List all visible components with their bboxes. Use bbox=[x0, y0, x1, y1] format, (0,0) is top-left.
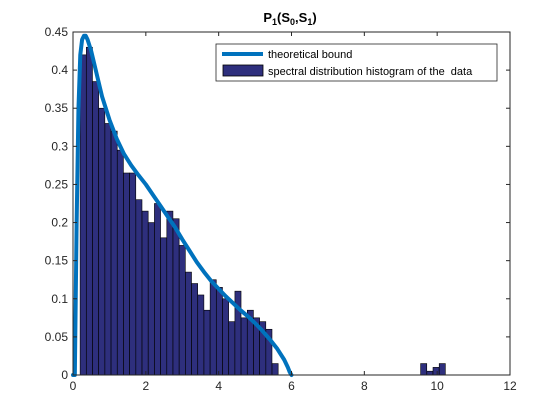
x-tick-label: 10 bbox=[430, 379, 444, 393]
histogram-bar bbox=[172, 218, 180, 376]
legend-label-histogram: spectral distribution histogram of the d… bbox=[268, 66, 473, 78]
chart-title: P1(S0,S1) bbox=[263, 10, 316, 27]
legend-label-bound: theoretical bound bbox=[268, 49, 352, 61]
y-tick-label: 0.35 bbox=[45, 101, 69, 115]
histogram-bar bbox=[432, 367, 440, 376]
histogram-bar bbox=[438, 363, 446, 376]
legend-bar-swatch bbox=[222, 64, 264, 77]
histogram-bar bbox=[141, 210, 149, 376]
histogram-bar bbox=[116, 149, 124, 376]
histogram-bar bbox=[160, 237, 168, 376]
histogram-bar bbox=[185, 271, 192, 376]
histogram-bar bbox=[426, 370, 434, 376]
x-axis-ticks: 0 2 4 6 8 10 12 bbox=[70, 32, 517, 393]
histogram-bar bbox=[110, 130, 118, 376]
histogram-bar bbox=[216, 287, 223, 376]
title-sub1: 1 bbox=[307, 17, 312, 27]
histogram-bar bbox=[123, 172, 130, 376]
histogram-bar bbox=[147, 222, 155, 376]
x-tick-label: 6 bbox=[288, 379, 295, 393]
y-tick-label: 0.3 bbox=[51, 139, 68, 153]
bound-line-layer bbox=[71, 33, 294, 377]
histogram-bars bbox=[79, 46, 446, 376]
title-close: ) bbox=[312, 10, 316, 25]
histogram-bar bbox=[98, 107, 106, 376]
histogram-bar bbox=[209, 279, 217, 376]
y-tick-label: 0 bbox=[61, 368, 68, 382]
histogram-bar bbox=[197, 294, 205, 376]
x-tick-label: 0 bbox=[70, 379, 77, 393]
y-tick-label: 0.25 bbox=[45, 177, 69, 191]
histogram-bar bbox=[228, 321, 236, 376]
histogram-bar bbox=[271, 363, 279, 376]
histogram-bar bbox=[104, 123, 112, 376]
y-tick-label: 0.15 bbox=[45, 254, 69, 268]
histogram-bar bbox=[86, 46, 93, 376]
histogram-bar bbox=[191, 283, 198, 376]
histogram-bar bbox=[154, 203, 161, 376]
histogram-bar bbox=[240, 317, 248, 376]
title-comma: ,S bbox=[295, 10, 308, 25]
y-axis-ticks: 0 0.05 0.1 0.15 0.2 0.25 0.3 0.35 0.4 0.45 bbox=[45, 25, 510, 382]
histogram-bar bbox=[135, 199, 143, 376]
title-open: (S bbox=[277, 10, 290, 25]
y-tick-label: 0.2 bbox=[51, 216, 68, 230]
histogram-bar bbox=[79, 54, 87, 376]
theoretical-bound-line bbox=[71, 33, 294, 377]
x-tick-label: 12 bbox=[503, 379, 517, 393]
y-tick-label: 0.1 bbox=[51, 292, 68, 306]
histogram-bar bbox=[178, 245, 186, 376]
y-tick-label: 0.45 bbox=[45, 25, 69, 39]
title-base-sub: 1 bbox=[272, 17, 277, 27]
title-sub0: 0 bbox=[290, 17, 295, 27]
histogram-bar bbox=[129, 172, 137, 376]
histogram-bar bbox=[420, 363, 428, 376]
title-base: P bbox=[263, 10, 272, 25]
histogram-bar bbox=[166, 210, 174, 376]
histogram-bar bbox=[92, 81, 99, 376]
histogram-bar bbox=[203, 309, 211, 376]
histogram-bar bbox=[222, 298, 229, 376]
y-tick-label: 0.4 bbox=[51, 63, 68, 77]
x-tick-label: 2 bbox=[142, 379, 149, 393]
legend: theoretical bound spectral distribution … bbox=[215, 43, 498, 82]
y-tick-label: 0.05 bbox=[45, 330, 69, 344]
x-tick-label: 4 bbox=[215, 379, 222, 393]
x-tick-label: 8 bbox=[361, 379, 368, 393]
